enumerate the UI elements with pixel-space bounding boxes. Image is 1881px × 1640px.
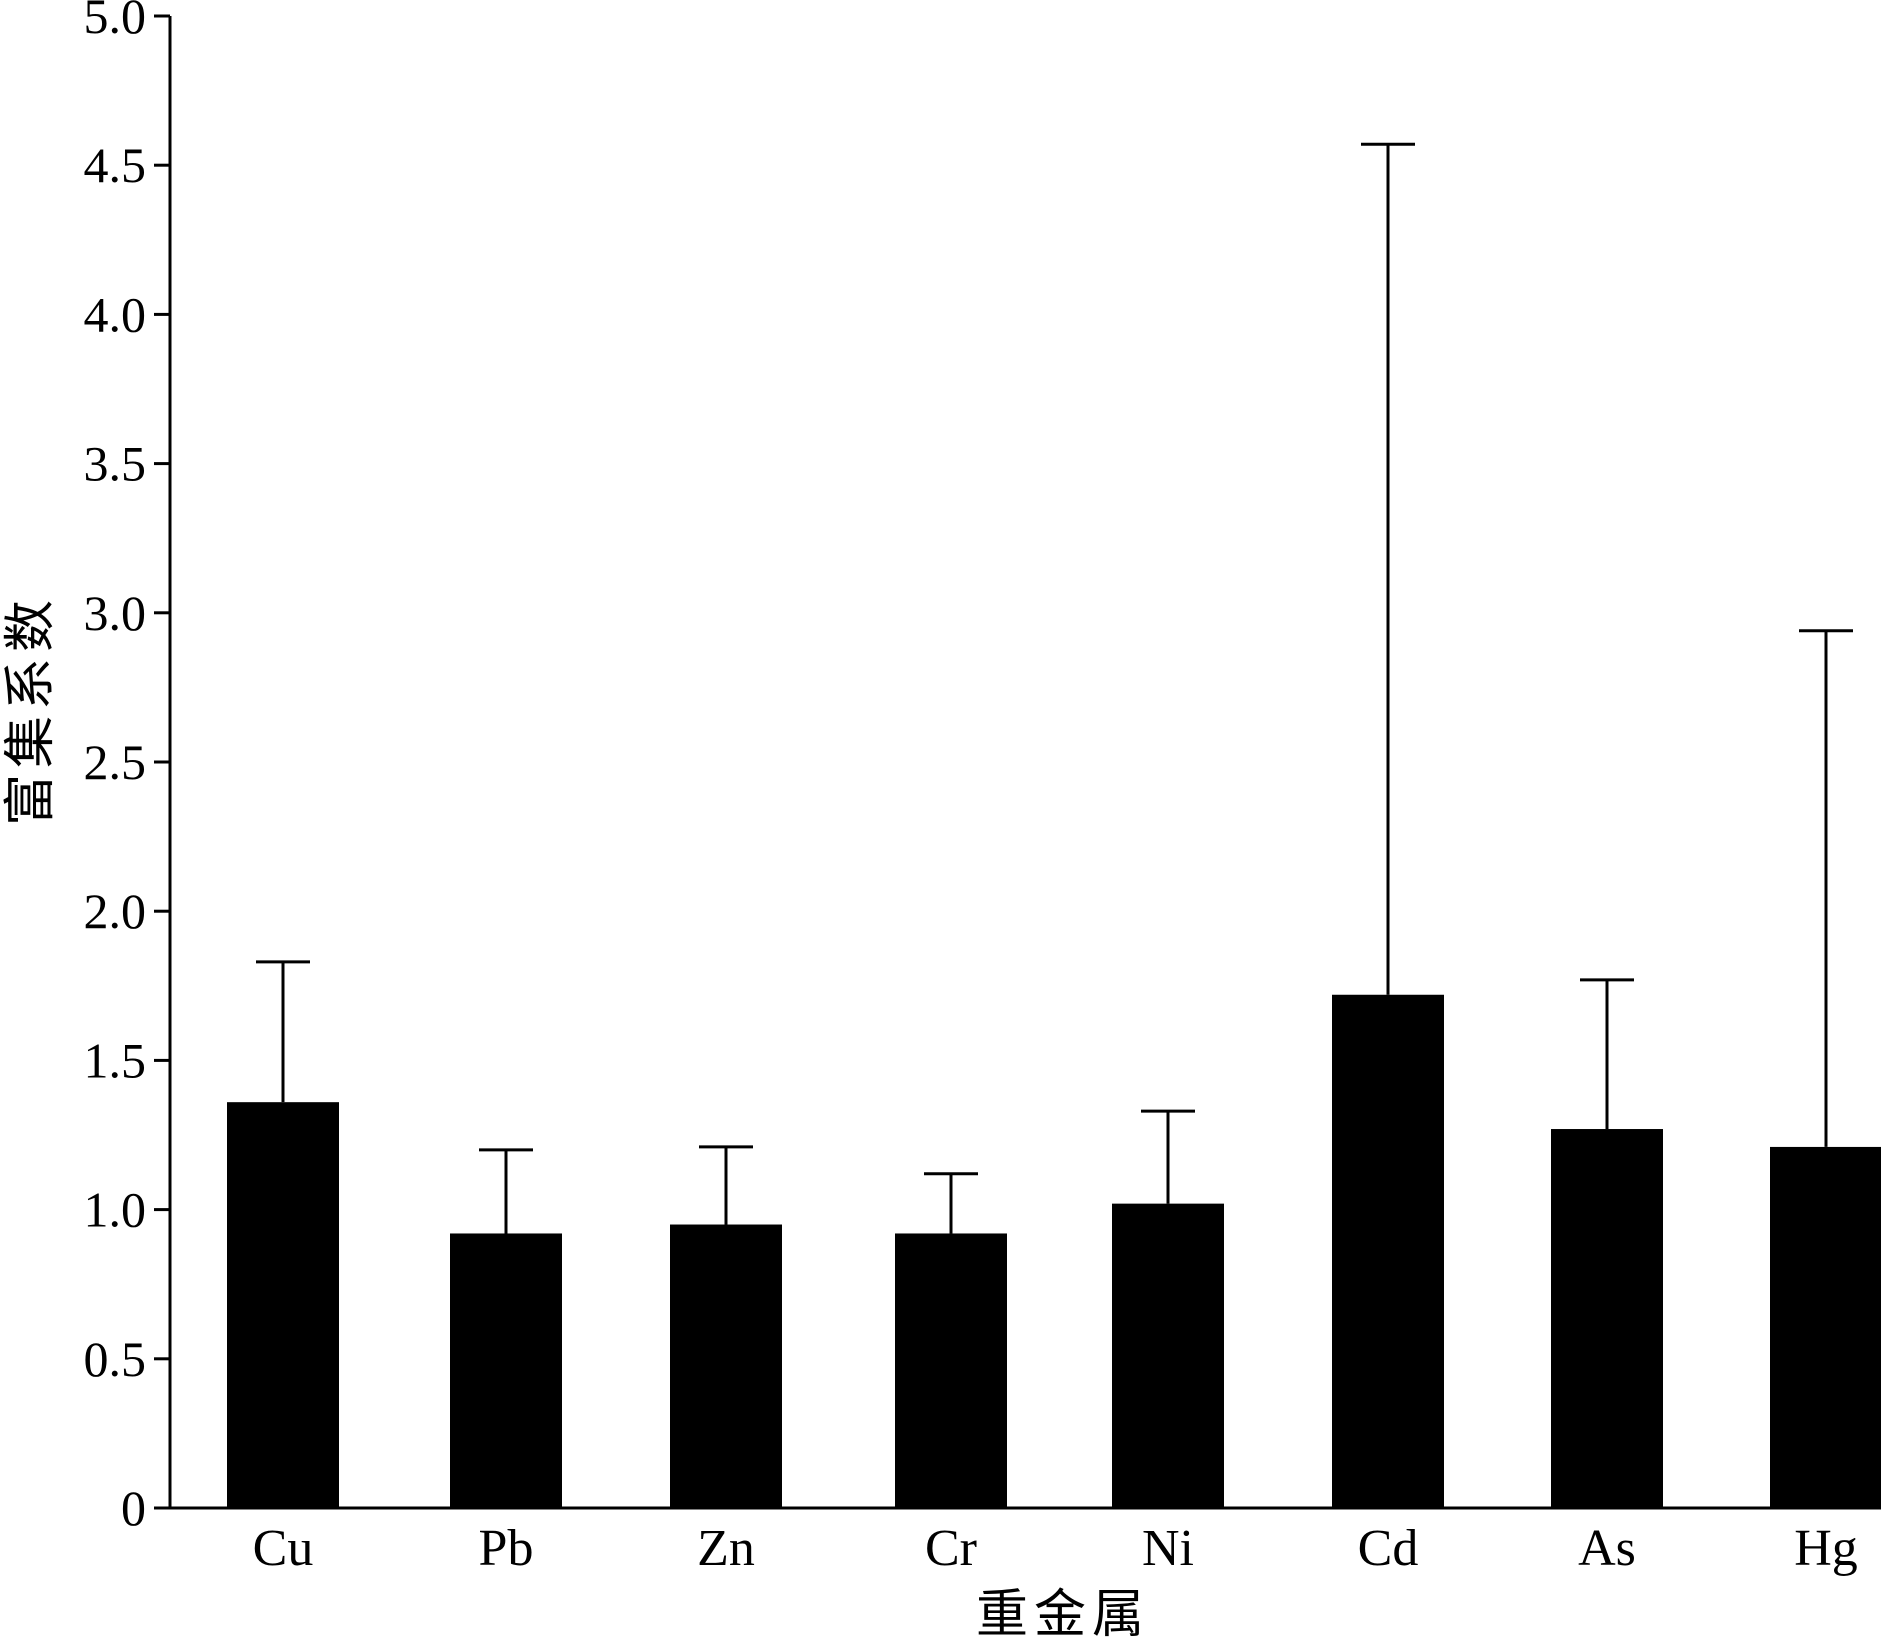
y-tick-label: 0	[121, 1480, 146, 1536]
y-tick-label: 3.5	[84, 436, 147, 492]
y-tick-label: 1.0	[84, 1182, 147, 1238]
x-tick-labels: Cu Pb Zn Cr Ni Cd As Hg	[253, 1520, 1858, 1577]
x-tick-label-cu: Cu	[253, 1520, 314, 1577]
x-tick-label-cd: Cd	[1358, 1520, 1419, 1577]
x-tick-label-ni: Ni	[1142, 1520, 1194, 1577]
y-ticks: 0 0.5 1.0 1.5 2.0 2.5 3.0 3.5 4.0 4.5 5.0	[84, 0, 170, 1536]
plot-area	[227, 142, 1881, 1508]
x-tick-label-zn: Zn	[697, 1520, 755, 1577]
bar-pb	[450, 1233, 562, 1508]
x-tick-label-hg: Hg	[1794, 1520, 1858, 1577]
y-tick-label: 2.5	[84, 734, 147, 790]
bar-cu	[227, 1102, 339, 1508]
bar-ni	[1112, 1203, 1224, 1508]
y-tick-label: 4.0	[84, 286, 147, 342]
bar-as	[1551, 1129, 1663, 1508]
x-tick-label-as: As	[1578, 1520, 1636, 1577]
bar-zn	[670, 1224, 782, 1508]
x-axis-title: 重金属	[976, 1587, 1150, 1640]
y-tick-label: 0.5	[84, 1331, 147, 1387]
x-tick-label-pb: Pb	[479, 1520, 534, 1577]
y-tick-label: 1.5	[84, 1032, 147, 1088]
y-tick-label: 4.5	[84, 137, 147, 193]
bar-cd	[1332, 994, 1444, 1508]
bar-cr	[895, 1233, 1007, 1508]
x-tick-label-cr: Cr	[925, 1520, 977, 1577]
y-tick-label: 3.0	[84, 585, 147, 641]
y-tick-label: 5.0	[84, 0, 147, 44]
y-axis-title: 富集系数	[3, 594, 60, 826]
bar-hg	[1770, 1146, 1881, 1508]
y-tick-label: 2.0	[84, 883, 147, 939]
